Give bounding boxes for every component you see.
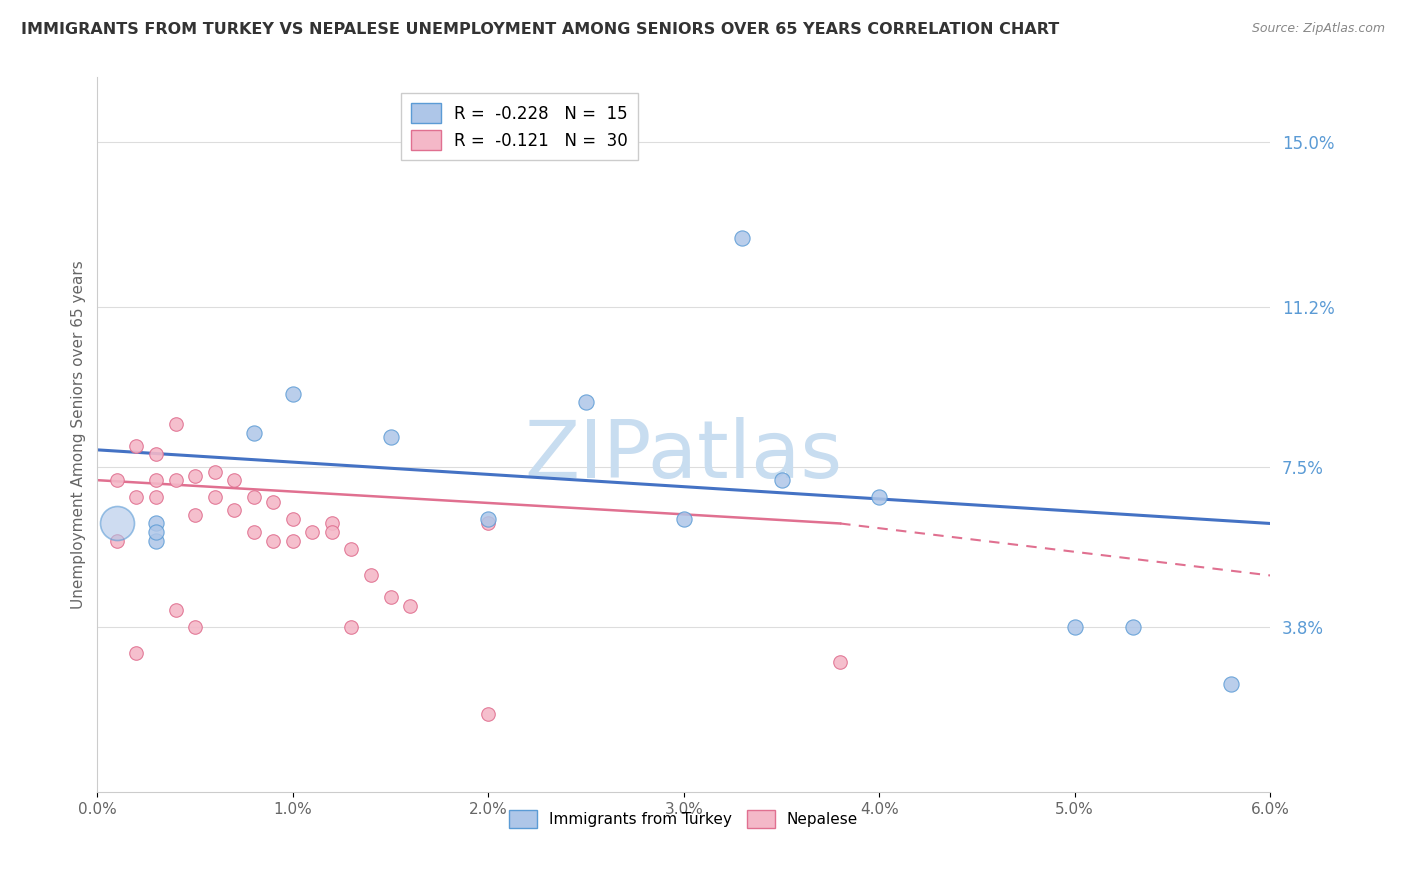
Point — [184, 468, 207, 483]
Point — [145, 473, 167, 487]
Point — [281, 386, 304, 401]
Point — [125, 646, 148, 660]
Point — [575, 395, 598, 409]
Point — [204, 491, 226, 505]
Point — [145, 533, 167, 548]
Point — [242, 491, 264, 505]
Point — [242, 525, 264, 540]
Point — [731, 230, 754, 244]
Point — [477, 512, 499, 526]
Point — [262, 495, 284, 509]
Point — [1122, 620, 1144, 634]
Point — [105, 516, 128, 531]
Point — [145, 447, 167, 461]
Point — [125, 491, 148, 505]
Point — [262, 533, 284, 548]
Point — [242, 425, 264, 440]
Point — [1220, 676, 1243, 690]
Point — [340, 542, 363, 557]
Point — [165, 603, 187, 617]
Point — [105, 533, 128, 548]
Point — [380, 590, 402, 604]
Text: IMMIGRANTS FROM TURKEY VS NEPALESE UNEMPLOYMENT AMONG SENIORS OVER 65 YEARS CORR: IMMIGRANTS FROM TURKEY VS NEPALESE UNEMP… — [21, 22, 1059, 37]
Point — [301, 525, 323, 540]
Point — [204, 465, 226, 479]
Point — [165, 417, 187, 431]
Point — [184, 620, 207, 634]
Point — [281, 533, 304, 548]
Point — [1063, 620, 1085, 634]
Point — [145, 516, 167, 531]
Text: ZIPatlas: ZIPatlas — [524, 417, 842, 495]
Point — [145, 525, 167, 540]
Point — [321, 516, 343, 531]
Point — [868, 491, 890, 505]
Point — [281, 512, 304, 526]
Point — [145, 491, 167, 505]
Point — [770, 473, 793, 487]
Point — [477, 516, 499, 531]
Point — [380, 430, 402, 444]
Point — [830, 655, 852, 669]
Point — [224, 503, 246, 517]
Point — [165, 473, 187, 487]
Point — [360, 568, 382, 582]
Point — [224, 473, 246, 487]
Point — [672, 512, 695, 526]
Point — [105, 473, 128, 487]
Y-axis label: Unemployment Among Seniors over 65 years: Unemployment Among Seniors over 65 years — [72, 260, 86, 609]
Point — [125, 438, 148, 452]
Point — [184, 508, 207, 522]
Point — [321, 525, 343, 540]
Point — [399, 599, 422, 613]
Point — [340, 620, 363, 634]
Legend: Immigrants from Turkey, Nepalese: Immigrants from Turkey, Nepalese — [503, 804, 865, 834]
Text: Source: ZipAtlas.com: Source: ZipAtlas.com — [1251, 22, 1385, 36]
Point — [477, 706, 499, 721]
